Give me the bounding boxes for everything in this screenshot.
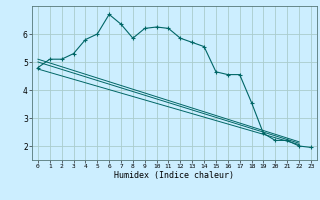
X-axis label: Humidex (Indice chaleur): Humidex (Indice chaleur) [115,171,234,180]
